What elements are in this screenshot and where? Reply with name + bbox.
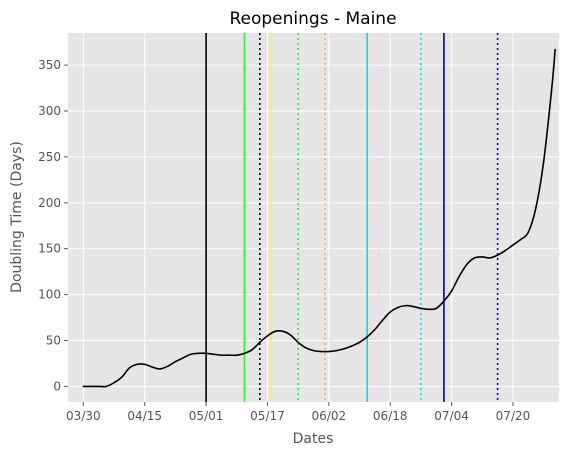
data-point xyxy=(174,360,177,363)
data-point xyxy=(542,160,545,163)
data-point xyxy=(535,206,537,209)
data-point xyxy=(519,238,522,241)
data-point xyxy=(312,349,315,352)
y-axis-ticks: 0 50 100 150 200 250 300 350 xyxy=(38,58,68,393)
data-point xyxy=(366,336,369,338)
data-point xyxy=(412,305,415,308)
data-point xyxy=(197,352,200,355)
data-point xyxy=(496,254,499,256)
y-tick-label: 100 xyxy=(38,288,61,302)
x-axis-label: Dates xyxy=(293,431,334,447)
data-point xyxy=(205,352,207,355)
data-point xyxy=(397,306,399,309)
x-tick-label: 06/02 xyxy=(312,409,347,423)
data-point xyxy=(458,275,461,278)
data-point xyxy=(473,257,476,259)
data-point xyxy=(435,307,438,310)
data-point xyxy=(335,349,338,352)
data-point xyxy=(266,335,269,337)
data-point xyxy=(120,376,123,379)
plot-background xyxy=(68,33,559,402)
x-tick-label: 06/18 xyxy=(373,409,408,423)
data-point xyxy=(404,304,407,307)
data-point xyxy=(182,357,184,359)
y-tick-label: 350 xyxy=(38,58,61,72)
data-point xyxy=(113,381,115,384)
data-point xyxy=(212,353,215,356)
x-tick-label: 07/04 xyxy=(434,409,469,423)
data-point xyxy=(105,385,108,388)
y-axis-label: Doubling Time (Days) xyxy=(9,141,25,293)
data-point xyxy=(220,354,223,356)
data-point xyxy=(328,350,330,353)
x-axis-ticks: 03/30 04/15 05/01 05/17 06/02 06/18 07/04 07/20 xyxy=(66,402,530,423)
x-tick-label: 05/01 xyxy=(189,409,224,423)
data-point xyxy=(466,263,468,266)
data-point xyxy=(251,348,253,351)
data-point xyxy=(128,367,131,369)
data-point xyxy=(550,91,553,94)
data-point xyxy=(343,347,345,350)
data-point xyxy=(243,352,246,355)
data-point xyxy=(427,308,430,311)
data-point xyxy=(151,366,154,368)
data-point xyxy=(481,256,484,258)
series-layer xyxy=(82,48,556,388)
data-point xyxy=(320,350,322,353)
data-point xyxy=(136,363,138,366)
y-tick-label: 50 xyxy=(46,334,61,348)
data-point xyxy=(381,319,384,322)
data-point xyxy=(351,345,353,347)
y-tick-label: 300 xyxy=(38,104,61,118)
y-tick-label: 0 xyxy=(53,379,61,393)
data-point xyxy=(389,311,392,313)
reopening-lines xyxy=(205,33,499,402)
y-tick-label: 200 xyxy=(38,196,61,210)
data-point xyxy=(282,330,284,333)
data-point xyxy=(159,368,161,370)
data-point xyxy=(189,353,192,356)
grid xyxy=(68,33,559,402)
x-tick-label: 05/17 xyxy=(250,409,285,423)
x-tick-label: 04/15 xyxy=(127,409,162,423)
data-point xyxy=(554,48,556,51)
data-point xyxy=(450,290,453,292)
y-tick-label: 150 xyxy=(38,242,61,256)
data-point xyxy=(82,385,85,388)
data-point xyxy=(289,334,292,336)
data-point xyxy=(527,231,530,233)
data-point xyxy=(305,347,307,349)
chart-title: Reopenings - Maine xyxy=(229,9,396,29)
data-point xyxy=(143,363,146,366)
data-point xyxy=(489,257,491,259)
data-point xyxy=(258,341,261,344)
data-point xyxy=(512,244,514,246)
data-point xyxy=(297,341,299,344)
data-point xyxy=(504,249,507,252)
x-tick-label: 07/20 xyxy=(496,409,531,423)
data-point xyxy=(443,300,445,302)
data-point xyxy=(166,365,169,368)
data-point xyxy=(358,341,361,344)
y-tick-label: 250 xyxy=(38,150,61,164)
data-point xyxy=(374,328,376,331)
data-point xyxy=(420,307,422,310)
x-tick-label: 03/30 xyxy=(66,409,101,423)
data-point xyxy=(97,385,100,388)
data-point xyxy=(274,330,276,333)
data-point xyxy=(228,354,230,356)
data-point xyxy=(235,354,238,356)
